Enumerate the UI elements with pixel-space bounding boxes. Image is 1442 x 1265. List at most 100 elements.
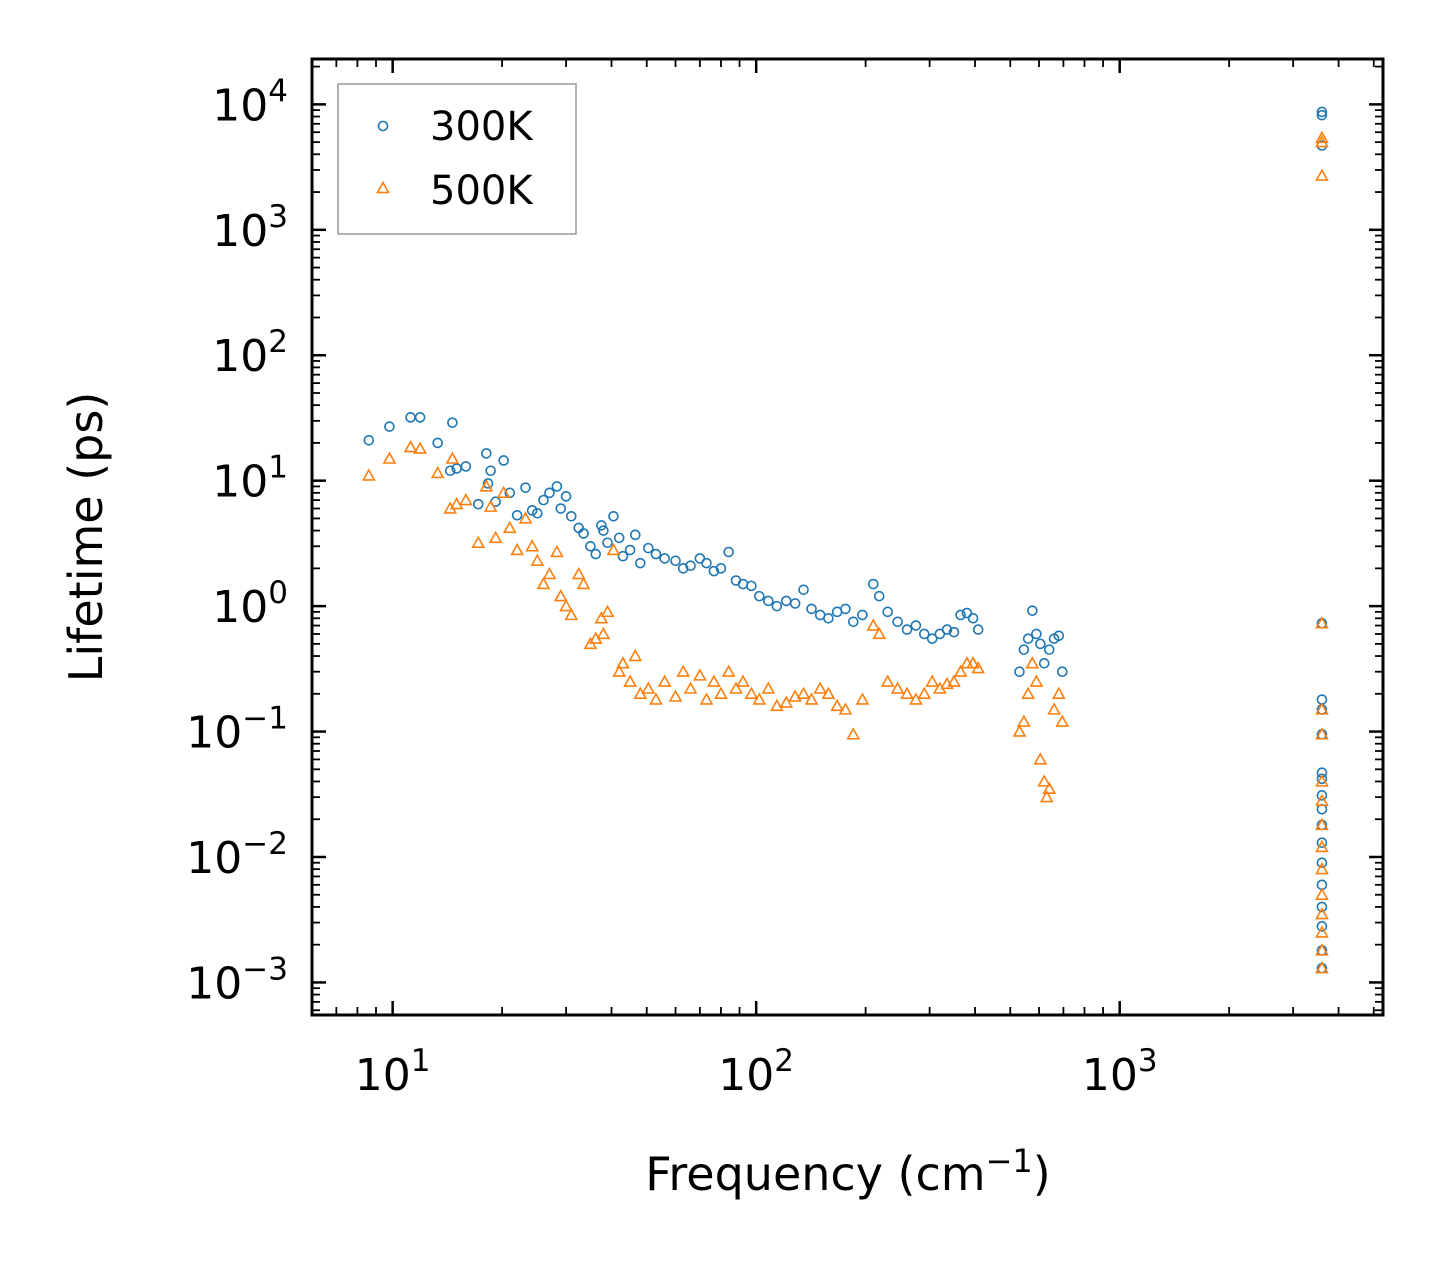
- data-point: [868, 578, 879, 590]
- tick-layer: [311, 59, 1383, 1015]
- data-point: [1315, 702, 1329, 715]
- data-point: [1018, 644, 1030, 655]
- data-point: [1053, 630, 1065, 642]
- data-point: [613, 532, 625, 544]
- data-point: [683, 681, 698, 694]
- data-point: [616, 656, 630, 669]
- data-point: [449, 497, 464, 510]
- data-point: [643, 542, 654, 554]
- data-point: [649, 692, 663, 705]
- data-point: [1315, 907, 1329, 920]
- data-point: [496, 485, 511, 499]
- data-point: [1315, 727, 1329, 740]
- x-tick-label: 101: [355, 1043, 431, 1101]
- data-point: [403, 440, 418, 453]
- data-point: [714, 686, 728, 699]
- data-point: [1315, 887, 1329, 900]
- x-axis-title-exponent: −1: [986, 1142, 1033, 1180]
- data-point: [840, 603, 851, 615]
- data-point: [1055, 714, 1070, 727]
- legend-triangle-marker: [376, 180, 390, 194]
- data-point: [623, 674, 637, 687]
- data-point: [1315, 774, 1329, 787]
- data-point: [1035, 638, 1046, 650]
- data-point: [966, 656, 980, 669]
- data-point: [542, 566, 557, 580]
- data-point: [657, 674, 672, 687]
- data-point: [511, 509, 523, 521]
- data-point: [1042, 781, 1057, 794]
- data-point: [846, 727, 861, 740]
- y-tick-labels: 104 103 102 101 100 10−1 10−2 10−3: [186, 73, 288, 1009]
- data-point: [598, 525, 609, 536]
- y-tick-label: 10−1: [186, 701, 288, 759]
- data-point: [1012, 724, 1027, 737]
- data-point: [901, 624, 913, 635]
- x-axis-title: Frequency (cm−1): [645, 1142, 1050, 1201]
- data-point: [752, 692, 767, 705]
- data-point: [520, 482, 531, 493]
- data-point: [526, 505, 538, 516]
- data-point: [430, 465, 445, 479]
- data-point: [536, 576, 551, 590]
- data-point: [550, 544, 564, 558]
- data-point: [471, 535, 486, 548]
- data-point: [961, 607, 973, 619]
- data-point: [872, 626, 887, 640]
- data-point: [947, 674, 961, 687]
- data-point: [880, 674, 895, 687]
- data-point: [723, 546, 734, 558]
- y-tick-label: 100: [212, 575, 288, 633]
- data-point: [848, 616, 859, 628]
- data-point: [602, 537, 613, 549]
- data-point: [917, 686, 932, 699]
- data-point: [482, 478, 494, 489]
- data-point: [1315, 616, 1329, 629]
- y-tick-label: 103: [212, 199, 288, 257]
- x-tick-label: 102: [718, 1043, 794, 1101]
- data-point: [1315, 960, 1329, 974]
- data-point: [596, 626, 611, 640]
- data-point: [629, 529, 641, 541]
- legend-label-300k: 300K: [430, 104, 534, 150]
- data-point: [564, 607, 579, 621]
- data-point: [670, 555, 681, 567]
- data-point: [967, 612, 979, 624]
- data-point: [1316, 790, 1328, 801]
- data-point: [890, 681, 905, 694]
- data-point: [953, 664, 968, 677]
- data-point: [1316, 106, 1328, 118]
- data-point: [1315, 943, 1329, 956]
- data-point: [1031, 628, 1042, 640]
- data-point: [873, 590, 885, 602]
- data-point: [530, 553, 545, 566]
- data-point: [479, 479, 494, 492]
- data-point: [363, 434, 375, 446]
- data-point: [892, 616, 903, 628]
- data-point: [1315, 925, 1329, 938]
- data-point: [1051, 686, 1066, 699]
- legend-label-500k: 500K: [430, 168, 534, 214]
- y-tick-label: 10−3: [186, 951, 288, 1009]
- data-point: [699, 692, 714, 705]
- data-point: [1029, 674, 1044, 687]
- data-point: [857, 609, 868, 621]
- data-point: [838, 702, 853, 715]
- data-point: [600, 604, 615, 618]
- data-point: [628, 648, 643, 662]
- data-point: [948, 626, 960, 638]
- data-point: [414, 412, 426, 423]
- data-point: [770, 698, 784, 712]
- data-point: [677, 563, 689, 574]
- data-point: [1315, 817, 1329, 831]
- data-point: [1022, 633, 1034, 644]
- series-300k: [363, 106, 1328, 974]
- data-point: [971, 661, 986, 674]
- data-point: [624, 544, 636, 556]
- data-point: [488, 530, 503, 544]
- data-point: [382, 451, 397, 464]
- data-point: [634, 557, 646, 569]
- data-point: [754, 590, 765, 602]
- data-point: [1315, 793, 1329, 807]
